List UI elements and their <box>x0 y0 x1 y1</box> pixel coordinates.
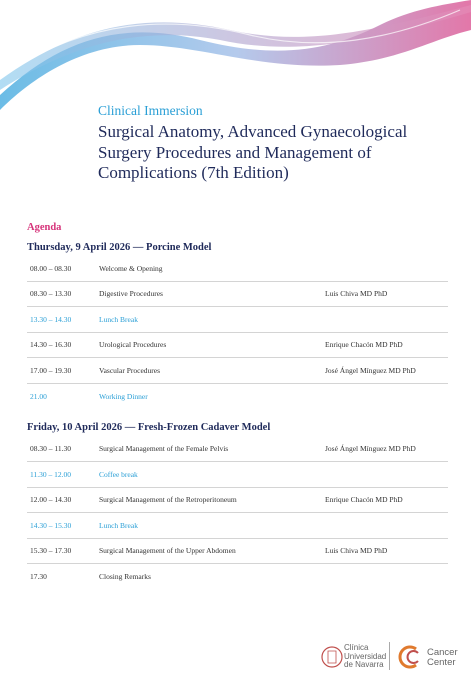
speaker: Enrique Chacón MD PhD <box>325 340 403 350</box>
time: 13.30 – 14.30 <box>30 314 72 324</box>
speaker: Luis Chiva MD PhD <box>325 289 388 299</box>
time: 08.30 – 13.30 <box>30 289 72 299</box>
activity: Closing Remarks <box>99 572 151 582</box>
time: 12.00 – 14.30 <box>30 495 72 505</box>
row: 14.30 – 16.30 Urological Procedures Enriqu… <box>27 333 448 358</box>
row: 17.30 Closing Remarks <box>27 564 448 590</box>
day-heading: Thursday, 9 April 2026 — Porcine Model <box>27 242 212 253</box>
row: 14.30 – 15.30 Lunch Break <box>27 513 448 539</box>
row: 08.00 – 08.30 Welcome & Opening <box>27 256 448 282</box>
divider <box>389 642 390 670</box>
center-name: Cancer Center <box>427 648 458 668</box>
clinic-logo <box>321 646 343 668</box>
row: 12.00 – 14.30 Surgical Management of the … <box>27 488 448 513</box>
speaker: José Ángel Mínguez MD PhD <box>325 444 416 454</box>
activity: Lunch Break <box>99 520 138 530</box>
activity: Surgical Management of the Retroperitone… <box>99 495 237 505</box>
speaker: Luis Chiva MD PhD <box>325 546 388 556</box>
time: 17.30 <box>30 572 47 582</box>
activity: Coffee break <box>99 469 138 479</box>
logo-line: Cancer <box>427 647 458 658</box>
time: 08.00 – 08.30 <box>30 263 72 273</box>
time: 08.30 – 11.30 <box>30 444 71 454</box>
activity: Welcome & Opening <box>99 263 163 273</box>
title: Surgical Anatomy, Advanced Gynaecologica… <box>98 122 408 182</box>
row: 21.00 Working Dinner <box>27 384 448 410</box>
agenda-table: 08.00 – 08.30 Welcome & Opening 08.30 – 1… <box>27 256 448 409</box>
activity: Surgical Management of the Upper Abdomen <box>99 546 236 556</box>
time: 21.00 <box>30 391 47 401</box>
center-logo <box>398 645 419 669</box>
row: 11.30 – 12.00 Coffee break <box>27 462 448 488</box>
time: 15.30 – 17.30 <box>30 546 72 556</box>
activity: Lunch Break <box>99 314 138 324</box>
clinic-name: Clínica Universidad de Navarra <box>344 643 387 670</box>
row: 15.30 – 17.30 Surgical Management of the … <box>27 539 448 564</box>
activity: Surgical Management of the Female Pelvis <box>99 444 229 454</box>
activity: Digestive Procedures <box>99 289 163 299</box>
time: 17.00 – 19.30 <box>30 365 72 375</box>
row: 08.30 – 13.30 Digestive Procedures Luis Ch… <box>27 282 448 307</box>
logo-line: Universidad <box>344 651 387 661</box>
logo-line: Center <box>427 657 456 668</box>
activity: Working Dinner <box>99 391 148 401</box>
row: 08.30 – 11.30 Surgical Management of the … <box>27 437 448 462</box>
speaker: José Ángel Mínguez MD PhD <box>325 365 416 375</box>
kicker: Clinical Immersion <box>98 103 203 118</box>
time: 11.30 – 12.00 <box>30 469 71 479</box>
activity: Vascular Procedures <box>99 365 161 375</box>
row: 13.30 – 14.30 Lunch Break <box>27 307 448 333</box>
row: 17.00 – 19.30 Vascular Procedures José Áng… <box>27 358 448 384</box>
agenda-table: 08.30 – 11.30 Surgical Management of the … <box>27 437 448 590</box>
time: 14.30 – 16.30 <box>30 340 72 350</box>
activity: Urological Procedures <box>99 340 167 350</box>
header-wave <box>0 0 471 110</box>
logo-line: Clínica <box>344 643 369 652</box>
agenda-label: Agenda <box>27 222 62 233</box>
speaker: Enrique Chacón MD PhD <box>325 495 403 505</box>
day-heading: Friday, 10 April 2026 — Fresh-Frozen Cad… <box>27 422 271 433</box>
time: 14.30 – 15.30 <box>30 520 72 530</box>
logo-line: de Navarra <box>344 660 384 669</box>
